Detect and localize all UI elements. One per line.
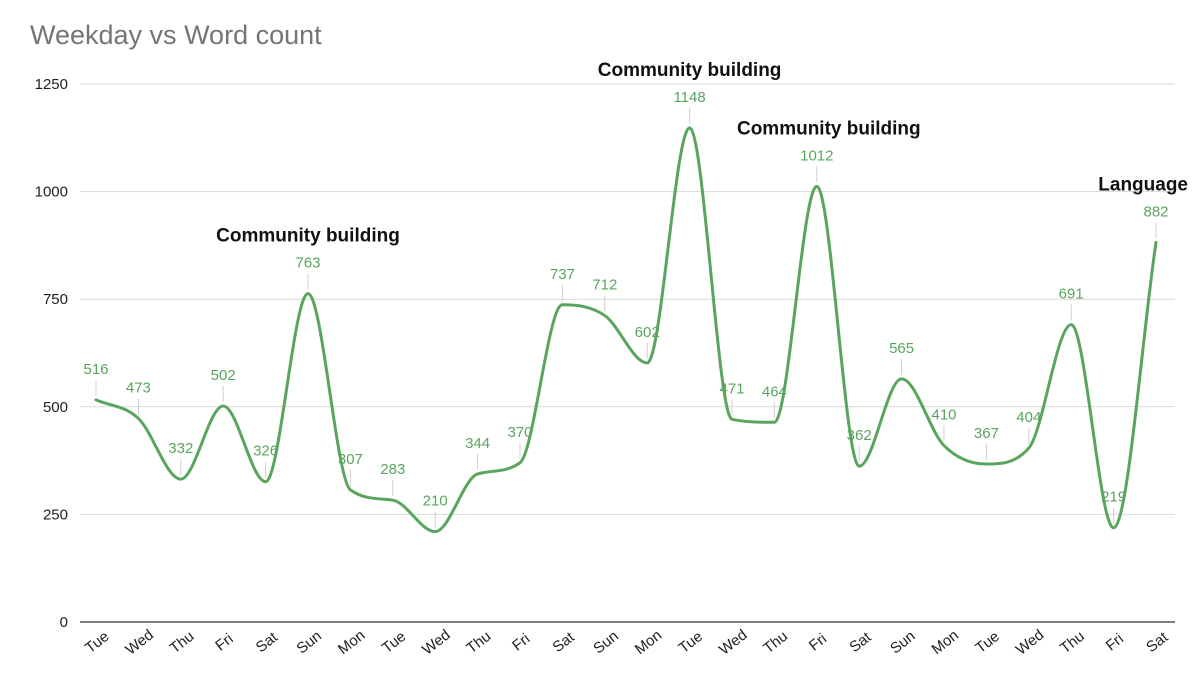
x-tick-label: Thu xyxy=(760,628,791,657)
x-tick-label: Tue xyxy=(676,628,706,657)
data-label: 362 xyxy=(847,427,872,444)
data-label-leaders xyxy=(95,107,1157,528)
x-tick-label: Fri xyxy=(212,630,236,654)
data-label: 332 xyxy=(168,440,193,457)
data-label: 367 xyxy=(974,425,999,442)
x-tick-label: Fri xyxy=(1103,630,1127,654)
x-tick-label: Fri xyxy=(509,630,533,654)
series-line xyxy=(94,126,1158,534)
data-label: 473 xyxy=(126,379,151,396)
data-labels: 516 473 332 502 326 763 307 283 210 344 370 737 712 6… xyxy=(83,89,1168,510)
data-label: 471 xyxy=(719,380,744,397)
data-label: 516 xyxy=(83,361,108,378)
data-label: 1148 xyxy=(673,89,705,106)
x-tick-label: Sat xyxy=(550,628,579,656)
x-tick-label: Wed xyxy=(716,626,751,658)
y-axis-ticks: 0 250 500 750 1000 1250 xyxy=(35,76,68,631)
x-axis-ticks: Tue Wed Thu Fri Sat Sun Mon Tue Wed Thu Fri Sat Sun M… xyxy=(82,626,1172,658)
data-label: 464 xyxy=(762,383,787,400)
x-tick-label: Thu xyxy=(1057,628,1088,657)
data-label: 712 xyxy=(592,277,617,294)
y-tick-label: 1000 xyxy=(35,184,68,201)
data-label: 404 xyxy=(1016,409,1041,426)
x-tick-label: Sun xyxy=(887,628,919,658)
x-tick-label: Mon xyxy=(928,627,961,658)
data-label: 344 xyxy=(465,435,490,452)
data-label: 882 xyxy=(1143,203,1168,220)
data-label: 307 xyxy=(338,451,363,468)
x-tick-label: Sun xyxy=(293,628,325,658)
data-label: 737 xyxy=(550,266,575,283)
data-label: 691 xyxy=(1059,286,1084,303)
x-tick-label: Wed xyxy=(419,626,454,658)
y-tick-label: 0 xyxy=(60,614,68,631)
series-line-layer xyxy=(94,126,1158,534)
y-tick-label: 250 xyxy=(43,506,68,523)
data-label: 410 xyxy=(931,407,956,424)
data-label: 565 xyxy=(889,340,914,357)
x-tick-label: Thu xyxy=(463,628,494,657)
x-tick-label: Mon xyxy=(335,627,368,658)
x-tick-label: Sun xyxy=(590,628,622,658)
x-tick-label: Fri xyxy=(806,630,830,654)
y-tick-label: 1250 xyxy=(35,76,68,93)
x-tick-label: Sat xyxy=(1143,628,1172,656)
data-label: 326 xyxy=(253,443,278,460)
y-tick-label: 750 xyxy=(43,291,68,308)
annotation-label: Community building xyxy=(598,60,782,81)
data-label: 219 xyxy=(1101,489,1126,506)
x-tick-label: Sat xyxy=(846,628,875,656)
x-tick-label: Tue xyxy=(972,628,1002,657)
x-tick-label: Mon xyxy=(632,627,665,658)
x-tick-label: Tue xyxy=(379,628,409,657)
data-label: 283 xyxy=(380,461,405,478)
annotation-label: Language xyxy=(1098,174,1188,195)
gridlines xyxy=(80,83,1175,623)
data-label: 602 xyxy=(635,324,660,341)
annotation-label: Community building xyxy=(737,118,921,139)
data-label: 502 xyxy=(211,367,236,384)
data-label: 1012 xyxy=(800,147,833,164)
x-tick-label: Wed xyxy=(122,626,157,658)
x-tick-label: Thu xyxy=(167,628,198,657)
x-tick-label: Wed xyxy=(1013,626,1048,658)
y-tick-label: 500 xyxy=(43,399,68,416)
annotation-label: Community building xyxy=(216,226,400,247)
data-label: 210 xyxy=(423,493,448,510)
annotations: Community building Community building Comm… xyxy=(216,60,1188,247)
data-label: 763 xyxy=(295,255,320,272)
data-label: 370 xyxy=(507,424,532,441)
x-tick-label: Tue xyxy=(82,628,112,657)
chart-title: Weekday vs Word count xyxy=(30,20,322,50)
x-tick-label: Sat xyxy=(253,628,282,656)
